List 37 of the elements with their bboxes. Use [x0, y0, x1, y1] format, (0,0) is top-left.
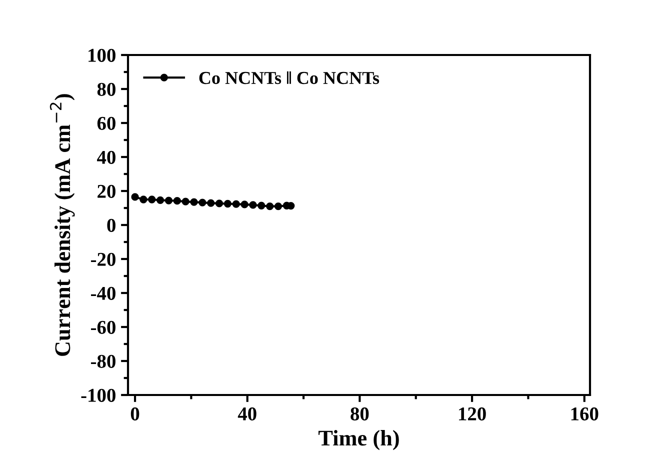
legend-label: Co NCNTs ‖ Co NCNTs	[199, 71, 380, 84]
point	[266, 202, 274, 210]
y-tick-label: -100	[81, 388, 116, 402]
point	[224, 200, 232, 208]
y-tick-label: 60	[97, 116, 116, 130]
point	[148, 196, 156, 204]
point	[164, 196, 173, 204]
point	[173, 197, 181, 205]
y-tick-label: 80	[97, 82, 116, 96]
point	[215, 200, 224, 208]
point	[156, 196, 164, 204]
point	[131, 193, 139, 201]
x-tick-label: 120	[459, 407, 486, 420]
x-tick-label: 40	[238, 407, 256, 420]
point	[140, 196, 148, 204]
y-tick-label: 40	[97, 150, 116, 164]
x-tick-label: 0	[130, 407, 140, 420]
y-tick-label: -40	[90, 286, 116, 300]
point	[182, 198, 190, 206]
y-tick-label: 100	[88, 48, 116, 62]
y-tick-label: 0	[107, 218, 116, 232]
x-tick-label: 80	[350, 407, 369, 420]
x-axis-title: Time (h)	[318, 430, 399, 450]
point	[207, 199, 215, 207]
point	[258, 202, 266, 210]
x-tick-label: 160	[571, 407, 598, 420]
y-tick-label: -80	[90, 354, 116, 368]
y-tick-label: -60	[90, 320, 116, 334]
point	[190, 198, 198, 206]
point	[249, 201, 257, 209]
y-axis-title: Current density (mA cm$^{−2}$)	[50, 94, 75, 356]
y-tick-label: 20	[98, 184, 116, 198]
point	[232, 200, 240, 208]
point	[240, 200, 248, 208]
y-tick-label: -20	[90, 252, 116, 266]
point	[274, 202, 282, 210]
point	[198, 198, 206, 206]
